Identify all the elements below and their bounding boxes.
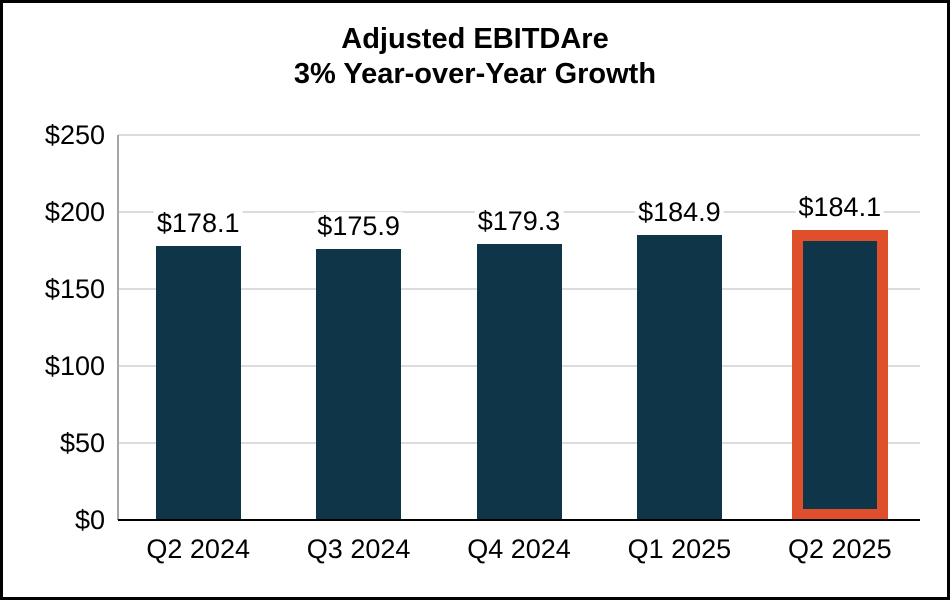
y-axis-tick-label: $100 <box>44 351 105 381</box>
bar-value-label: $175.9 <box>314 212 403 242</box>
y-axis-tick-label: $200 <box>44 197 105 227</box>
bar-value-label: $178.1 <box>153 208 243 238</box>
y-axis-tick-label: $50 <box>59 428 105 458</box>
chart-title-line2: 3% Year-over-Year Growth <box>293 58 657 90</box>
x-axis-label: Q2 2024 <box>146 534 250 564</box>
gridline <box>118 134 920 136</box>
bar-q4-2024 <box>476 243 562 520</box>
x-axis-label: Q1 2025 <box>627 534 732 564</box>
x-axis-label: Q2 2025 <box>788 534 892 564</box>
chart-title: Adjusted EBITDAre 3% Year-over-Year Grow… <box>0 22 950 92</box>
bar-q1-2025 <box>636 235 722 520</box>
y-axis-tick-label: $250 <box>44 120 105 150</box>
x-axis-label: Q3 2024 <box>306 534 411 564</box>
highlighted-bar-fill <box>802 241 877 509</box>
bar-value-label: $184.1 <box>795 193 885 223</box>
y-axis-line <box>117 135 119 520</box>
bar-value-label: $184.9 <box>635 198 724 228</box>
bar-q2-2024 <box>155 245 241 520</box>
bar-q3-2024 <box>316 249 402 520</box>
x-axis-label: Q4 2024 <box>467 534 571 564</box>
x-axis-line <box>118 519 920 521</box>
bar-value-label: $179.3 <box>474 206 564 236</box>
highlighted-bar-q2-2025 <box>791 230 888 520</box>
chart-title-line1: Adjusted EBITDAre <box>341 23 609 55</box>
y-axis-tick-label: $150 <box>44 274 105 304</box>
y-axis-tick-label: $0 <box>74 505 105 535</box>
